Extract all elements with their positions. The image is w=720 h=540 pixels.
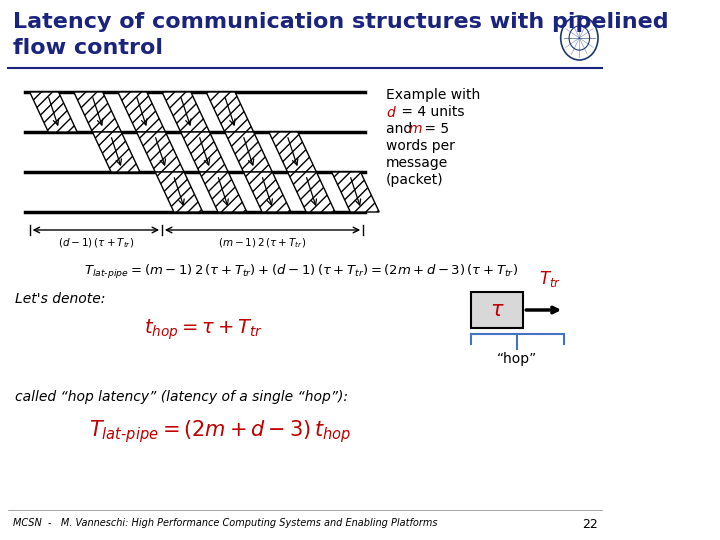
Text: $t_{hop} = \tau + T_{tr}$: $t_{hop} = \tau + T_{tr}$ [144,318,263,342]
Polygon shape [162,92,210,132]
Polygon shape [118,92,166,132]
Text: and: and [386,122,417,136]
Text: Let's denote:: Let's denote: [15,292,106,306]
Polygon shape [332,172,379,212]
Text: MCSN  -   M. Vanneschi: High Performance Computing Systems and Enabling Platform: MCSN - M. Vanneschi: High Performance Co… [13,518,437,528]
Polygon shape [92,132,140,172]
Text: 22: 22 [582,518,598,531]
Polygon shape [137,132,184,172]
Text: $T_{tr}$: $T_{tr}$ [539,269,562,289]
Text: Latency of communication structures with pipelined: Latency of communication structures with… [13,12,668,32]
Text: Example with: Example with [386,88,480,102]
FancyBboxPatch shape [471,292,523,328]
Text: $\tau$: $\tau$ [490,300,505,320]
Polygon shape [156,172,203,212]
Text: words per: words per [386,139,455,153]
Text: called “hop latency” (latency of a single “hop”):: called “hop latency” (latency of a singl… [15,390,348,404]
Text: (packet): (packet) [386,173,444,187]
Text: message: message [386,156,449,170]
Text: $d$: $d$ [386,105,397,120]
Polygon shape [287,172,335,212]
Text: = 4 units: = 4 units [397,105,464,119]
Text: “hop”: “hop” [498,352,538,366]
Text: $T_{lat\text{-}pipe} = (m - 1)\,2\,(\tau + T_{tr}) + (d - 1)\,(\tau + T_{tr}) = : $T_{lat\text{-}pipe} = (m - 1)\,2\,(\tau… [84,263,518,281]
Text: $(d-1)\,(\tau + T_{tr})$: $(d-1)\,(\tau + T_{tr})$ [58,236,134,249]
Text: = 5: = 5 [420,122,449,136]
Polygon shape [225,132,272,172]
Text: $m$: $m$ [408,122,423,136]
Polygon shape [206,92,253,132]
Polygon shape [243,172,291,212]
Polygon shape [73,92,121,132]
Text: flow control: flow control [13,38,163,58]
Text: $(m-1)\,2\,(\tau + T_{tr})$: $(m-1)\,2\,(\tau + T_{tr})$ [218,236,307,249]
Polygon shape [181,132,228,172]
Polygon shape [269,132,316,172]
Polygon shape [199,172,247,212]
Polygon shape [30,92,77,132]
Text: $T_{lat\text{-}pipe} = (2m + d - 3)\,t_{hop}$: $T_{lat\text{-}pipe} = (2m + d - 3)\,t_{… [89,418,351,445]
